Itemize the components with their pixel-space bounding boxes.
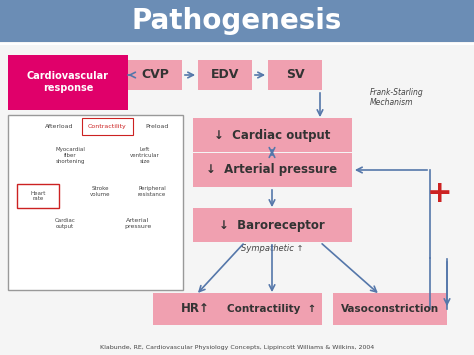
Text: Peripheral
resistance: Peripheral resistance [138, 186, 166, 197]
Text: +: + [427, 179, 453, 208]
FancyBboxPatch shape [0, 0, 474, 42]
Text: Afterload: Afterload [45, 124, 73, 129]
Text: Vasoconstriction: Vasoconstriction [341, 304, 439, 314]
Text: Arterial
pressure: Arterial pressure [124, 218, 152, 229]
FancyBboxPatch shape [198, 60, 252, 90]
Text: Pathogenesis: Pathogenesis [132, 7, 342, 35]
FancyBboxPatch shape [128, 60, 182, 90]
Text: Preload: Preload [145, 124, 168, 129]
Text: Contractility  ↑: Contractility ↑ [228, 304, 317, 314]
FancyBboxPatch shape [193, 118, 352, 152]
Text: EDV: EDV [211, 69, 239, 82]
Text: Klabunde, RE, Cardiovascular Physiology Concepts, Lippincott Williams & Wilkins,: Klabunde, RE, Cardiovascular Physiology … [100, 345, 374, 350]
FancyBboxPatch shape [223, 293, 322, 325]
Text: ↓  Baroreceptor: ↓ Baroreceptor [219, 218, 325, 231]
Text: Sympathetic ↑: Sympathetic ↑ [241, 244, 303, 253]
Text: ↓  Arterial pressure: ↓ Arterial pressure [207, 164, 337, 176]
Text: Left
ventricular
size: Left ventricular size [130, 147, 160, 164]
Text: Heart
rate: Heart rate [30, 191, 46, 201]
Text: SV: SV [286, 69, 304, 82]
Text: ↓  Cardiac output: ↓ Cardiac output [214, 129, 330, 142]
FancyBboxPatch shape [8, 55, 128, 110]
FancyBboxPatch shape [8, 115, 183, 290]
Text: Myocardial
fiber
shortening: Myocardial fiber shortening [55, 147, 85, 164]
Text: Cardiac
output: Cardiac output [55, 218, 75, 229]
FancyBboxPatch shape [333, 293, 447, 325]
Text: Cardiovascular
response: Cardiovascular response [27, 71, 109, 93]
FancyBboxPatch shape [153, 293, 237, 325]
Text: HR↑: HR↑ [181, 302, 210, 316]
Text: Frank-Starling
Mechanism: Frank-Starling Mechanism [370, 88, 424, 108]
Text: CVP: CVP [141, 69, 169, 82]
Text: Contractility: Contractility [88, 124, 127, 129]
FancyBboxPatch shape [268, 60, 322, 90]
FancyBboxPatch shape [17, 184, 59, 208]
FancyBboxPatch shape [193, 153, 352, 187]
FancyBboxPatch shape [193, 208, 352, 242]
Text: Stroke
volume: Stroke volume [90, 186, 110, 197]
